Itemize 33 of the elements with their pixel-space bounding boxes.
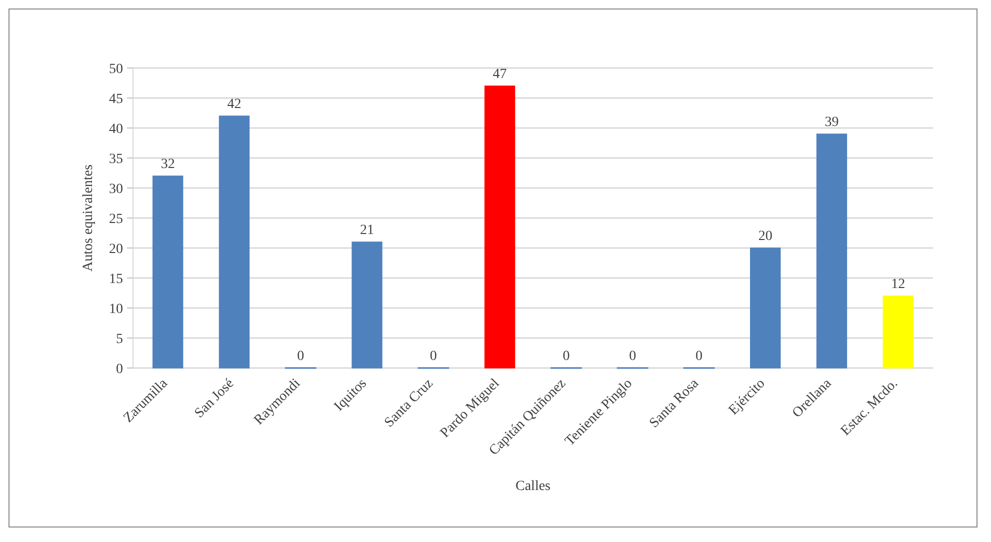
y-tick-label: 0 [116,362,123,377]
data-label: 47 [492,67,507,82]
data-label: 32 [160,157,175,172]
data-label: 42 [227,97,242,112]
y-tick-label: 10 [109,302,123,317]
bar [218,116,250,368]
bar [750,248,781,368]
y-tick-label: 45 [109,92,123,107]
y-tick-label: 5 [116,332,123,347]
data-label: 12 [891,277,906,292]
data-label: 21 [360,223,374,238]
y-tick-label: 25 [109,212,123,227]
y-tick-label: 30 [109,182,123,197]
x-tick-label: San José [192,376,238,422]
data-label: 0 [629,349,636,364]
y-tick-label: 40 [109,122,123,137]
y-tick-label: 15 [109,272,123,287]
bar [816,134,848,368]
data-label: 20 [758,229,772,244]
data-label: 0 [430,349,437,364]
data-label: 39 [824,115,839,130]
x-axis-title: Calles [516,479,550,494]
data-label: 0 [695,349,702,364]
y-tick-label: 35 [109,152,123,167]
bar [352,242,382,368]
y-axis-title: Autos equivalentes [81,164,96,272]
bar [484,86,516,368]
y-tick-label: 50 [109,62,123,77]
bar [882,296,914,368]
data-label: 0 [297,349,304,364]
y-tick-label: 20 [109,242,123,257]
bar [152,176,184,368]
data-label: 0 [562,349,570,364]
